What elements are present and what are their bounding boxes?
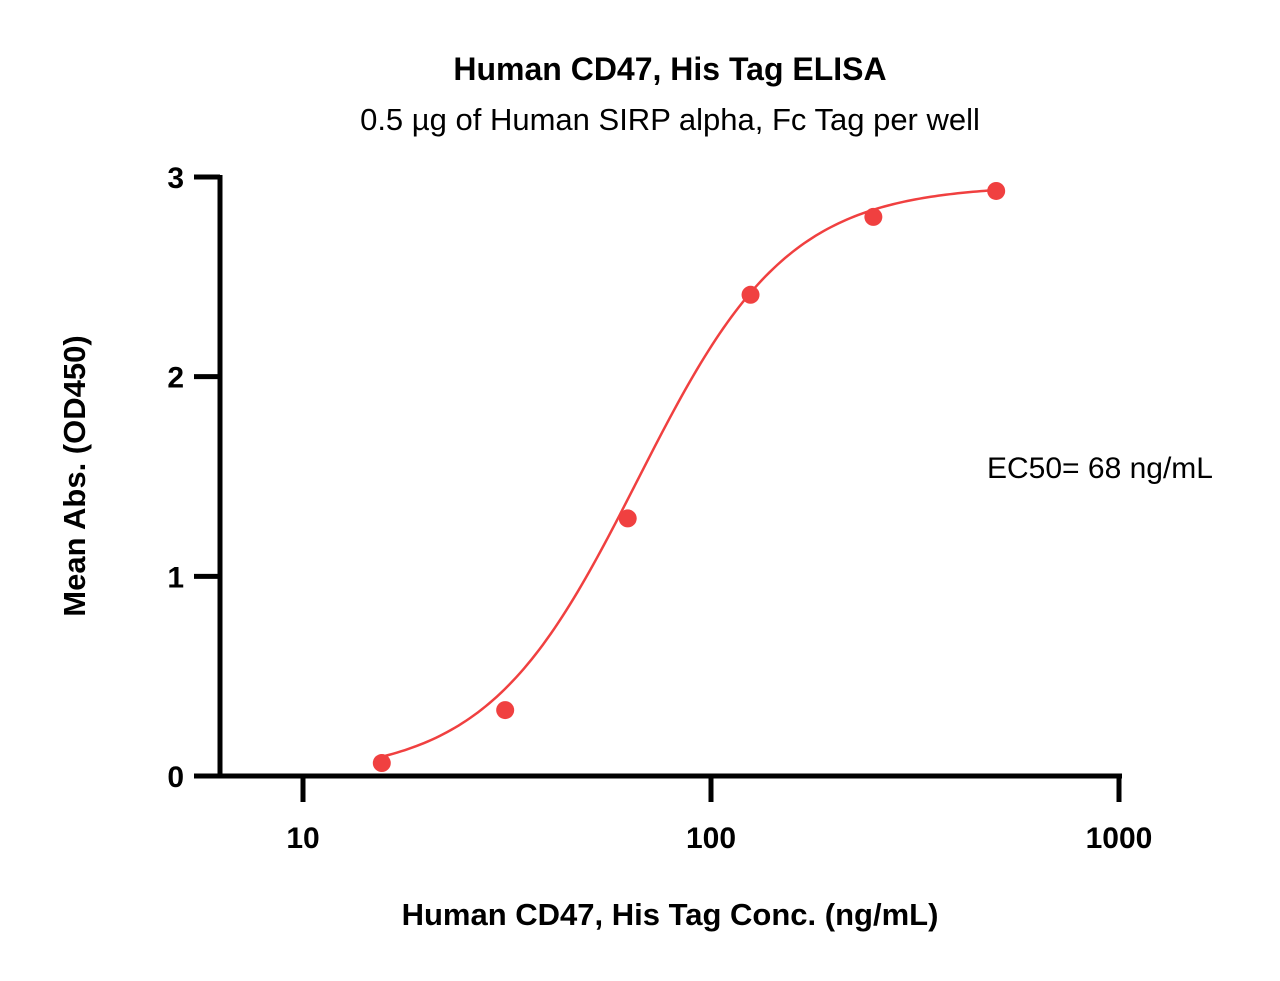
y-tick-label: 0: [167, 761, 184, 794]
y-tick-label: 1: [167, 561, 184, 594]
axes: [217, 175, 1122, 779]
data-point: [987, 181, 1006, 200]
y-tick-label: 3: [167, 162, 184, 195]
fit-curves: [381, 188, 997, 758]
ec50-annotation: EC50= 68 ng/mL: [987, 452, 1213, 485]
x-axis-label: Human CD47, His Tag Conc. (ng/mL): [402, 897, 939, 932]
data-point: [864, 207, 883, 226]
data-point: [741, 285, 760, 304]
x-tick-label: 100: [686, 822, 736, 855]
chart-title: Human CD47, His Tag ELISA: [453, 51, 886, 87]
y-axis-label: Mean Abs. (OD450): [57, 335, 92, 616]
chart-subtitle: 0.5 µg of Human SIRP alpha, Fc Tag per w…: [360, 102, 980, 137]
data-point: [372, 754, 391, 773]
x-axis-ticks: 10 100 1000: [286, 776, 1152, 855]
y-axis-ticks: 0 1 2 3: [167, 162, 220, 794]
x-tick-label: 10: [286, 822, 319, 855]
x-tick-label: 1000: [1086, 822, 1153, 855]
y-tick-label: 2: [167, 362, 184, 395]
data-points: [372, 181, 1006, 773]
data-point: [496, 701, 515, 720]
fit-curve: [381, 188, 997, 758]
data-point: [618, 509, 637, 528]
